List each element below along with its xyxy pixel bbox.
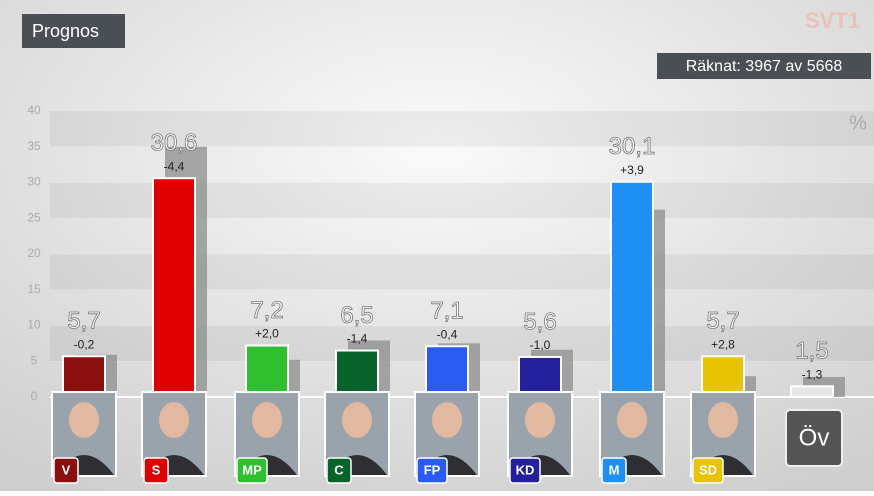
bar: [246, 346, 288, 397]
category-label: MP: [242, 462, 262, 477]
change-label: -0,4: [437, 327, 458, 341]
y-tick-label: 15: [27, 282, 41, 296]
subtitle: Räknat: 3967 av 5668: [686, 58, 843, 75]
y-tick-label: 10: [27, 318, 41, 332]
portrait-head: [525, 402, 555, 438]
category-label: S: [152, 462, 161, 477]
y-tick-label: 35: [27, 139, 41, 153]
portrait-head: [617, 402, 647, 438]
portrait-head: [69, 402, 99, 438]
portrait-head: [342, 402, 372, 438]
unit-label: %: [849, 112, 867, 134]
change-label: +2,8: [711, 337, 735, 351]
value-label: 30,1: [609, 133, 656, 160]
bar: [702, 356, 744, 397]
change-label: -0,2: [74, 337, 95, 351]
change-label: -1,3: [802, 367, 823, 381]
change-label: +3,9: [620, 163, 644, 177]
value-label: 6,5: [340, 302, 373, 329]
portrait-head: [159, 402, 189, 438]
portrait-head: [252, 402, 282, 438]
change-label: -1,4: [347, 332, 368, 346]
bar: [153, 178, 195, 397]
brand-logo: SVT1: [805, 8, 860, 33]
chart-title: Prognos: [32, 21, 99, 41]
y-tick-label: 25: [27, 210, 41, 224]
category-label: V: [62, 462, 71, 477]
value-label: 5,7: [67, 308, 100, 335]
y-tick-label: 30: [27, 175, 41, 189]
chart: 0 5 10 15 20 25 30 35 40 -0,2 5,7 V -4,4 30,6 S +2,0 7,2…: [0, 0, 874, 491]
y-tick-label: 20: [27, 246, 41, 260]
category-label: FP: [424, 462, 441, 477]
change-label: -1,0: [530, 338, 551, 352]
y-tick-label: 40: [27, 103, 41, 117]
y-tick-label: 5: [31, 353, 38, 367]
category-label: M: [609, 462, 620, 477]
bar: [426, 346, 468, 397]
value-label: 7,1: [430, 298, 463, 325]
value-label: 1,5: [795, 338, 828, 365]
bar: [791, 386, 833, 397]
change-label: -4,4: [164, 159, 185, 173]
bar: [519, 357, 561, 397]
bar: [611, 182, 653, 397]
portrait-head: [432, 402, 462, 438]
portrait-head: [708, 402, 738, 438]
value-label: 7,2: [250, 297, 283, 324]
change-label: +2,0: [255, 327, 279, 341]
value-label: 5,7: [706, 308, 739, 335]
category-label: KD: [516, 462, 535, 477]
bar: [63, 356, 105, 397]
category-label: Öv: [799, 424, 830, 451]
bar: [336, 351, 378, 397]
y-tick-label: 0: [31, 389, 38, 403]
category-label: C: [334, 462, 344, 477]
value-label: 5,6: [523, 308, 556, 335]
category-label: SD: [699, 462, 717, 477]
value-label: 30,6: [151, 130, 198, 157]
